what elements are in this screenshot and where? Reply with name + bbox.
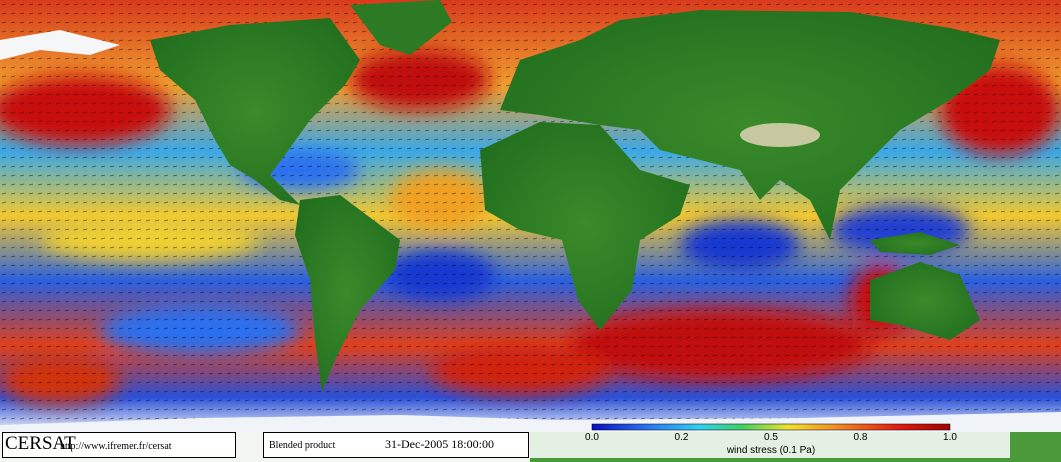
colorbar-tick-label: 1.0 [943,432,957,443]
timestamp: 31-Dec-2005 18:00:00 [385,437,494,451]
greenland [350,0,452,55]
colorbar-tick-label: 0.5 [764,432,778,443]
colorbar [591,423,951,431]
australia [870,262,980,340]
tibet [740,123,820,147]
cersat-box [2,432,236,458]
logo: CERSAT [5,433,76,454]
colorbar-tick-label: 0.0 [585,432,599,443]
north-america [150,18,360,205]
eurasia [500,10,1000,240]
continents [150,0,1000,392]
south-america [295,195,400,392]
colorbar-tick-label: 0.8 [854,432,868,443]
colorbar-label: wind stress (0.1 Pa) [726,445,815,456]
sea-ice [0,30,120,60]
url: http://www.ifremer.fr/cersat [60,441,172,452]
colorbar-ticks: 0.0 0.2 0.5 0.8 1.0 [585,432,957,443]
product-name: Blended product [269,440,336,451]
africa [480,122,690,330]
colorbar-panel [530,432,1010,458]
colorbar-tick-label: 0.2 [675,432,689,443]
product-box [263,432,529,458]
indonesia [870,232,960,255]
